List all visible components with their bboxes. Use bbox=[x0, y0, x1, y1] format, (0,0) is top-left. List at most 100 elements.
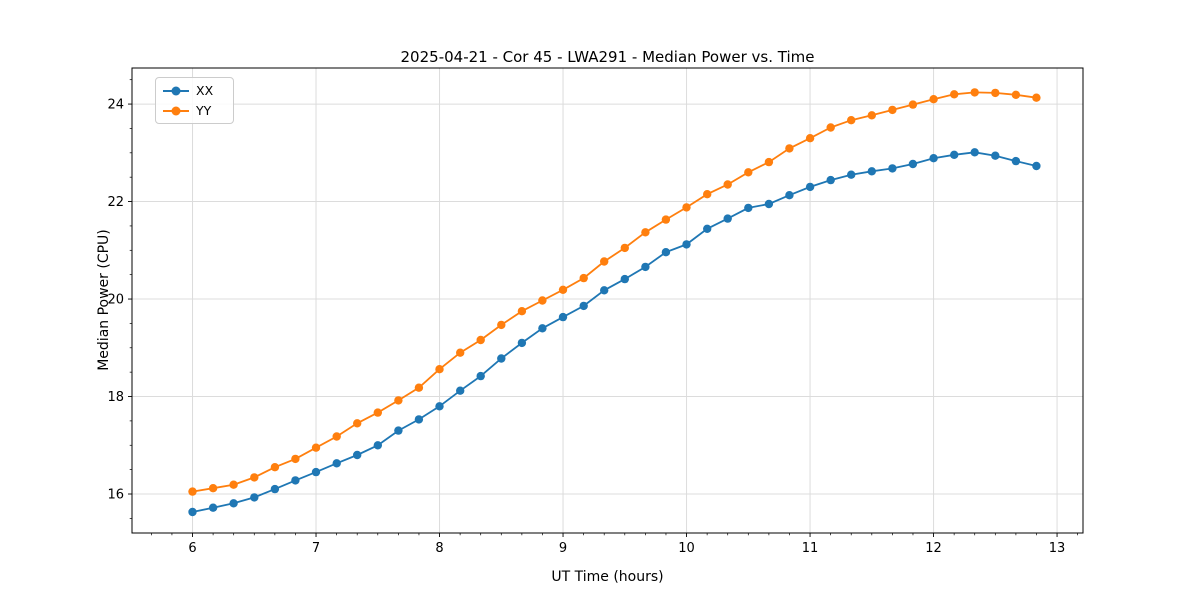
data-point-xx bbox=[373, 441, 382, 450]
data-point-yy bbox=[764, 157, 774, 167]
data-point-yy bbox=[929, 95, 938, 104]
data-point-yy bbox=[538, 296, 547, 305]
y-tick-label: 18 bbox=[107, 390, 124, 405]
data-point-yy bbox=[682, 203, 691, 212]
data-point-yy bbox=[435, 365, 444, 374]
data-point-yy bbox=[641, 228, 650, 237]
data-point-yy bbox=[867, 111, 876, 120]
data-point-xx bbox=[476, 371, 485, 381]
data-point-yy bbox=[229, 480, 238, 489]
data-point-yy bbox=[558, 285, 568, 294]
legend-label-yy: YY bbox=[196, 103, 212, 118]
data-point-yy bbox=[1011, 90, 1021, 100]
data-point-yy bbox=[661, 215, 671, 224]
data-point-xx bbox=[970, 148, 979, 157]
x-tick-label: 7 bbox=[312, 541, 320, 556]
data-point-yy bbox=[188, 487, 197, 496]
legend: XX YY bbox=[155, 77, 234, 124]
data-point-xx bbox=[311, 467, 321, 477]
x-tick-label: 13 bbox=[1049, 541, 1066, 556]
data-point-xx bbox=[250, 493, 259, 502]
data-point-xx bbox=[867, 167, 876, 176]
data-point-xx bbox=[620, 274, 629, 284]
data-point-yy bbox=[394, 396, 403, 405]
data-point-xx bbox=[723, 214, 732, 223]
data-point-xx bbox=[785, 191, 794, 200]
data-point-xx bbox=[517, 338, 527, 348]
data-point-yy bbox=[497, 320, 506, 330]
data-point-xx bbox=[229, 499, 238, 508]
chart-title: 2025-04-21 - Cor 45 - LWA291 - Median Po… bbox=[400, 48, 815, 66]
y-tick-label: 22 bbox=[107, 195, 124, 210]
data-point-xx bbox=[950, 150, 959, 159]
x-tick-label: 12 bbox=[925, 541, 942, 556]
data-point-yy bbox=[579, 273, 588, 283]
legend-item-xx: XX bbox=[163, 82, 225, 99]
legend-label-xx: XX bbox=[196, 83, 214, 98]
y-tick-label: 20 bbox=[107, 293, 124, 308]
data-point-xx bbox=[847, 170, 856, 179]
x-tick-label: 9 bbox=[559, 541, 567, 556]
data-point-xx bbox=[394, 426, 403, 435]
minor-ticks bbox=[129, 79, 1078, 536]
data-point-yy bbox=[805, 134, 815, 143]
series-yy bbox=[188, 88, 1041, 496]
data-point-yy bbox=[517, 307, 527, 316]
x-tick-label: 6 bbox=[188, 541, 196, 556]
legend-line-marker-yy bbox=[163, 106, 189, 115]
data-point-xx bbox=[888, 164, 897, 173]
y-axis-label: Median Power (CPU) bbox=[96, 229, 112, 371]
data-point-xx bbox=[805, 182, 815, 192]
y-tick-label: 24 bbox=[107, 98, 124, 113]
data-point-xx bbox=[661, 248, 671, 257]
data-point-xx bbox=[456, 386, 465, 395]
data-point-xx bbox=[579, 301, 588, 311]
data-point-yy bbox=[208, 484, 218, 493]
data-point-yy bbox=[291, 454, 300, 464]
data-point-yy bbox=[456, 348, 465, 357]
data-point-xx bbox=[703, 224, 712, 233]
data-point-xx bbox=[744, 203, 753, 213]
data-point-yy bbox=[703, 190, 712, 199]
data-point-yy bbox=[908, 100, 918, 109]
data-point-xx bbox=[208, 503, 218, 512]
data-point-yy bbox=[991, 88, 1000, 98]
data-point-xx bbox=[826, 175, 835, 185]
legend-line-marker-xx bbox=[163, 86, 189, 95]
x-axis-label: UT Time (hours) bbox=[551, 569, 664, 585]
data-point-yy bbox=[950, 90, 959, 99]
data-point-xx bbox=[1032, 161, 1041, 171]
data-point-yy bbox=[311, 443, 321, 452]
axis-tick-labels: 6 7 8 9 10 11 12 13 16 18 20 22 24 bbox=[107, 98, 1065, 556]
data-point-xx bbox=[558, 312, 568, 322]
plot-border bbox=[131, 67, 1084, 534]
data-point-xx bbox=[929, 154, 938, 163]
data-point-xx bbox=[991, 151, 1000, 160]
data-point-xx bbox=[908, 159, 918, 169]
data-point-yy bbox=[1032, 93, 1041, 102]
data-point-yy bbox=[600, 257, 609, 266]
data-point-xx bbox=[332, 459, 341, 468]
data-point-xx bbox=[435, 402, 444, 411]
data-point-xx bbox=[600, 286, 609, 295]
data-point-yy bbox=[826, 123, 835, 132]
x-tick-label: 8 bbox=[435, 541, 443, 556]
y-tick-label: 16 bbox=[107, 488, 124, 503]
data-point-xx bbox=[188, 507, 197, 517]
data-point-xx bbox=[497, 354, 506, 363]
data-point-yy bbox=[847, 116, 856, 125]
data-point-yy bbox=[723, 180, 732, 189]
axis-ticks bbox=[128, 103, 1058, 537]
data-point-xx bbox=[1011, 156, 1021, 166]
data-point-yy bbox=[332, 432, 341, 441]
gridlines bbox=[132, 68, 1083, 533]
data-point-yy bbox=[353, 419, 362, 428]
data-point-xx bbox=[538, 324, 547, 333]
data-point-yy bbox=[250, 473, 259, 482]
series-xx-line bbox=[192, 151, 1037, 513]
x-tick-label: 10 bbox=[678, 541, 695, 556]
data-point-yy bbox=[970, 88, 979, 97]
data-point-xx bbox=[270, 484, 280, 494]
